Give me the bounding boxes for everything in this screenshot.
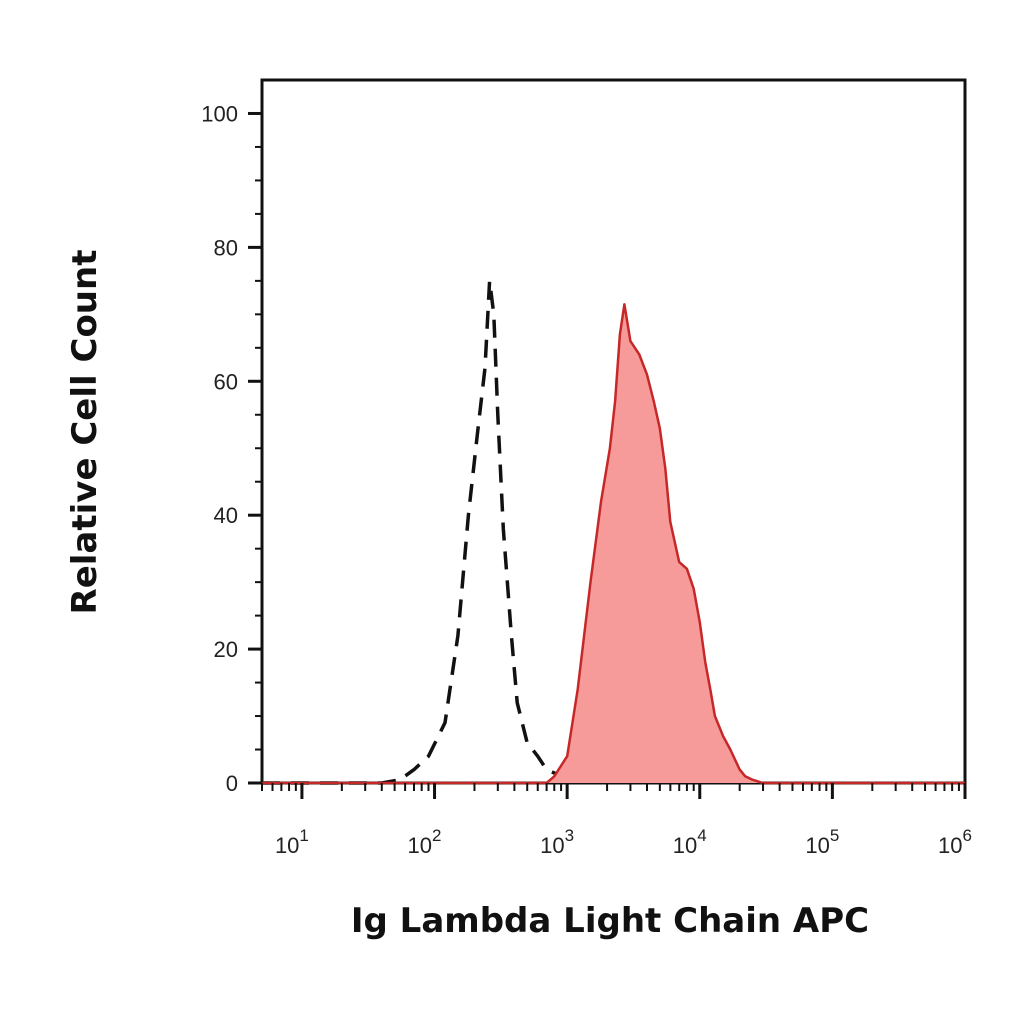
x-tick-label: 102 (408, 826, 442, 858)
x-axis-ticks: 101 102 103 104 105 106 (261, 783, 972, 858)
y-tick-label: 40 (214, 503, 238, 528)
x-tick-label: 105 (805, 826, 839, 858)
x-tick-label: 106 (938, 826, 972, 858)
x-tick-label: 104 (673, 826, 707, 858)
series-1-fill (262, 304, 965, 783)
series-1-line (262, 303, 965, 785)
series-0-line (262, 279, 579, 785)
series-layer (262, 279, 965, 785)
y-axis-ticks: 0 20 40 60 80 100 (201, 101, 262, 796)
x-tick-label: 103 (540, 826, 574, 858)
y-tick-label: 60 (214, 369, 238, 394)
x-tick-label: 101 (275, 826, 309, 858)
x-axis-title: Ig Lambda Light Chain APC (351, 901, 869, 941)
y-tick-label: 0 (226, 771, 238, 796)
y-axis-title: Relative Cell Count (65, 250, 105, 615)
y-tick-label: 20 (214, 637, 238, 662)
y-tick-label: 80 (214, 235, 238, 260)
y-tick-label: 100 (201, 101, 238, 126)
